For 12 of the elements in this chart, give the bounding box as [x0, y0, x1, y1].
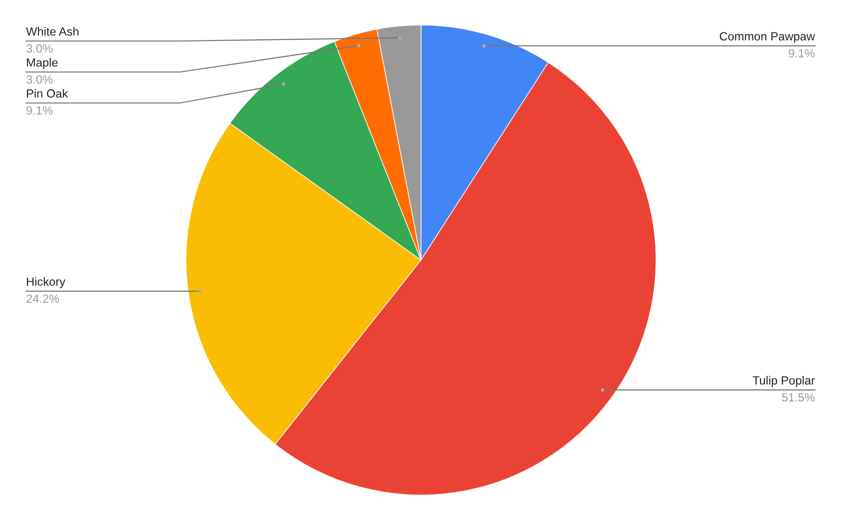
slice-label: Pin Oak	[26, 88, 68, 98]
slice-label: Tulip Poplar	[752, 376, 815, 387]
data-label: 3.0%	[26, 44, 52, 53]
slice-label: Hickory	[26, 277, 66, 288]
data-label: 9.1%	[26, 106, 52, 115]
data-label: 24.2%	[26, 294, 60, 303]
data-label: 51.5%	[782, 393, 815, 402]
data-label: 9.1%	[788, 49, 815, 58]
slice-label: White Ash	[26, 26, 78, 36]
slice-label: Common Pawpaw	[720, 32, 816, 43]
data-label: 3.0%	[26, 75, 52, 84]
slice-label: Maple	[26, 58, 58, 69]
